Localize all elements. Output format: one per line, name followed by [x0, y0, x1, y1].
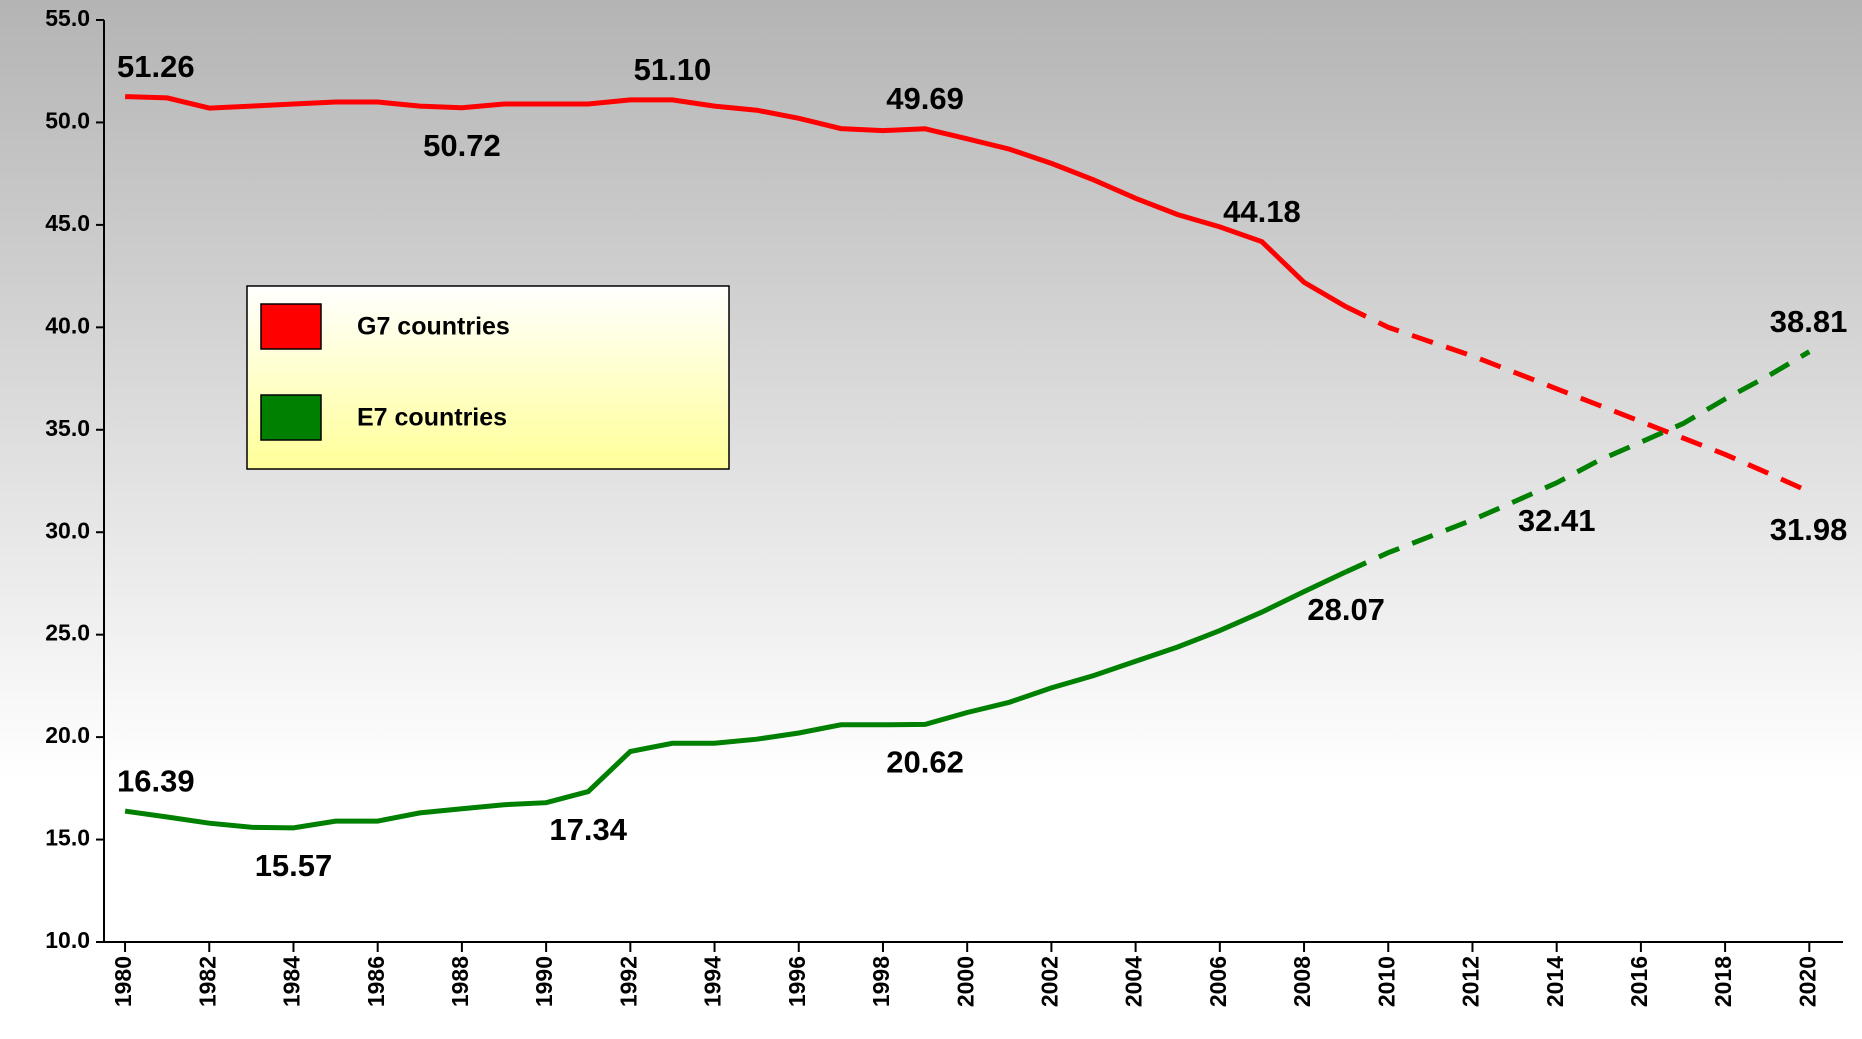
x-tick-label: 2012 — [1458, 956, 1484, 1007]
legend-box — [246, 285, 730, 470]
x-tick-label: 2018 — [1710, 956, 1736, 1007]
line-projection — [1345, 349, 1811, 575]
x-tick-label: 2016 — [1626, 956, 1652, 1007]
line-solid — [125, 94, 1348, 309]
x-tick-label: 1996 — [784, 956, 810, 1007]
x-tick-label: 2006 — [1205, 956, 1231, 1007]
data-label: 16.39 — [117, 763, 195, 798]
x-tick-label: 1990 — [531, 956, 557, 1007]
y-tick-label: 20.0 — [45, 722, 90, 748]
y-tick-label: 55.0 — [45, 5, 90, 31]
x-tick-label: 1980 — [110, 956, 136, 1007]
y-tick-label: 40.0 — [45, 312, 90, 338]
legend-label: E7 countries — [357, 404, 507, 432]
y-tick-label: 30.0 — [45, 517, 90, 543]
data-label: 15.57 — [255, 848, 333, 883]
x-tick-label: 2020 — [1794, 956, 1820, 1007]
x-tick-label: 2008 — [1289, 956, 1315, 1007]
x-tick-label: 1982 — [194, 956, 220, 1007]
y-tick-label: 15.0 — [45, 825, 90, 851]
data-label: 38.81 — [1770, 304, 1848, 339]
x-tick-label: 1984 — [279, 956, 305, 1007]
data-label: 32.41 — [1518, 503, 1596, 538]
legend-swatch — [260, 303, 322, 350]
data-label: 31.98 — [1770, 512, 1848, 547]
x-tick-label: 1986 — [363, 956, 389, 1007]
x-tick-label: 1994 — [700, 956, 726, 1007]
x-tick-label: 1998 — [868, 956, 894, 1007]
data-label: 20.62 — [886, 745, 964, 780]
x-tick-label: 2000 — [952, 956, 978, 1007]
data-label: 51.26 — [117, 49, 195, 84]
legend-label: G7 countries — [357, 313, 510, 341]
y-tick-label: 25.0 — [45, 620, 90, 646]
data-label: 17.34 — [549, 812, 627, 847]
x-tick-label: 2014 — [1542, 956, 1568, 1007]
y-tick-label: 45.0 — [45, 210, 90, 236]
y-tick-label: 50.0 — [45, 108, 90, 134]
x-tick-label: 1992 — [615, 956, 641, 1007]
data-label: 50.72 — [423, 128, 501, 163]
x-tick-label: 2002 — [1036, 956, 1062, 1007]
line-projection — [1345, 304, 1811, 494]
data-label: 51.10 — [634, 52, 712, 87]
x-tick-label: 2010 — [1373, 956, 1399, 1007]
x-tick-label: 2004 — [1121, 956, 1147, 1007]
legend-swatch — [260, 394, 322, 441]
y-tick-label: 10.0 — [45, 927, 90, 953]
data-label: 28.07 — [1307, 592, 1385, 627]
line-solid — [124, 569, 1348, 831]
data-label: 44.18 — [1223, 194, 1301, 229]
data-label: 49.69 — [886, 81, 964, 116]
y-tick-label: 35.0 — [45, 415, 90, 441]
x-tick-label: 1988 — [447, 956, 473, 1007]
